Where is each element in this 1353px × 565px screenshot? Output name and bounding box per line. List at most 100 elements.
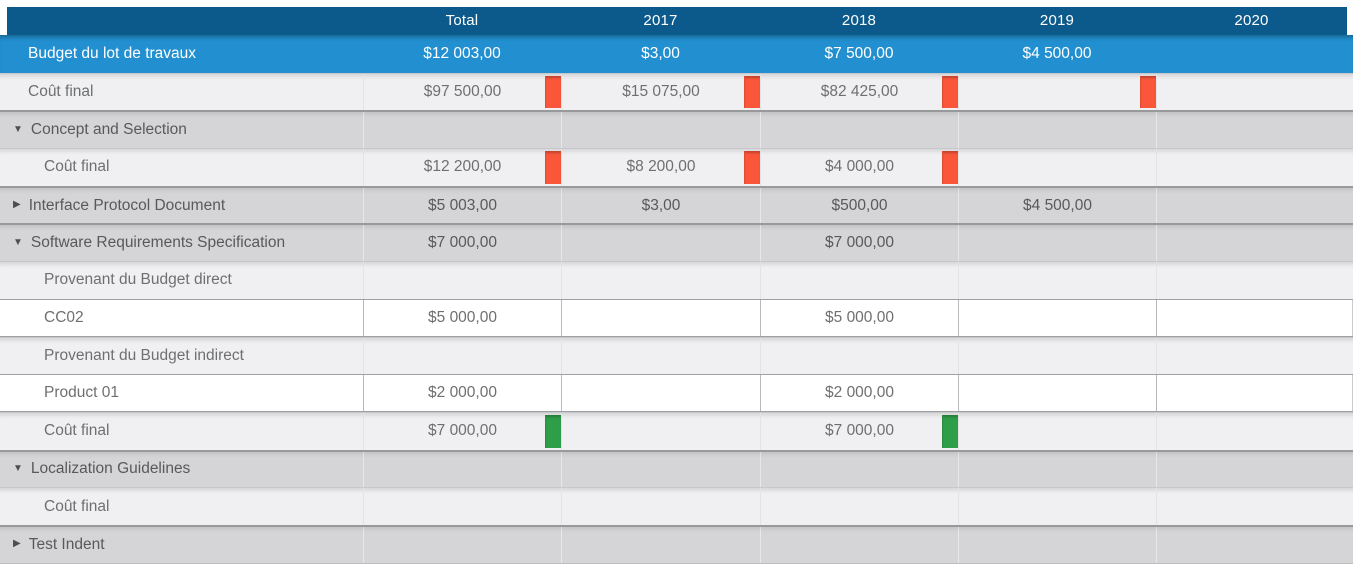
cell-2018[interactable]: $5 000,00: [760, 299, 958, 336]
cell-value: $7 500,00: [824, 44, 894, 62]
cell-value: $4 500,00: [1023, 196, 1092, 214]
cell-value: $4 000,00: [825, 158, 894, 176]
cell-total[interactable]: $5 000,00: [363, 299, 561, 336]
cell-2019[interactable]: [958, 375, 1156, 411]
cell-total: $12 003,00: [363, 35, 561, 73]
cell-value: $3,00: [641, 44, 680, 62]
triangle-right-icon[interactable]: ▶: [13, 538, 21, 550]
row-label: Provenant du Budget indirect: [44, 346, 244, 364]
cell-2017: [561, 412, 760, 450]
cell-total: $7 000,00: [363, 412, 561, 450]
cell-2017: $8 200,00: [561, 149, 760, 186]
row-cout-final: Coût final: [0, 487, 1353, 525]
group-row-concept-and-selection[interactable]: ▼ Concept and Selection: [0, 110, 1353, 149]
row-label-cell: Product 01: [0, 375, 363, 411]
cell-2018: [760, 262, 958, 299]
triangle-down-icon[interactable]: ▼: [13, 236, 23, 248]
cell-2018: $7 000,00: [760, 225, 958, 262]
row-label-cell[interactable]: ▶ Interface Protocol Document: [0, 188, 363, 224]
cell-2019: [958, 488, 1156, 525]
year-column-header-2020: 2020: [1234, 12, 1269, 29]
table-body: Budget du lot de travaux $12 003,00 $3,00 $…: [0, 35, 1353, 564]
cell-2017: [561, 451, 760, 488]
row-label-cell: Provenant du Budget indirect: [0, 338, 363, 375]
cell-2017[interactable]: [561, 375, 760, 411]
cell-2020: [1156, 412, 1353, 450]
row-label: Product 01: [44, 384, 119, 402]
budget-status-bar: [545, 414, 561, 448]
cell-value: $7 000,00: [825, 234, 894, 252]
budget-status-bar: [942, 151, 958, 184]
cell-2020[interactable]: [1156, 299, 1353, 336]
table-header: Total 2017 2018 2019 2020: [7, 7, 1347, 35]
cell-2019[interactable]: [958, 299, 1156, 336]
cell-2018[interactable]: $2 000,00: [760, 375, 958, 411]
row-label-cell: Coût final: [0, 488, 363, 525]
cell-2019: [958, 337, 1156, 375]
cell-2020[interactable]: [1156, 375, 1353, 411]
group-row-test-indent[interactable]: ▶ Test Indent: [0, 524, 1353, 563]
row-label-cell[interactable]: ▼ Concept and Selection: [0, 112, 363, 148]
row-label-cell: Coût final: [0, 74, 363, 111]
row-label-cell[interactable]: ▼ Localization Guidelines: [0, 452, 363, 488]
year-column-header-total: Total: [445, 12, 479, 29]
cell-2019: $4 500,00: [958, 187, 1156, 224]
cell-2017: [561, 262, 760, 299]
row-provenant-du-budget-indirect: Provenant du Budget indirect: [0, 336, 1353, 375]
row-label: CC02: [44, 308, 84, 326]
row-label: Provenant du Budget direct: [44, 271, 232, 289]
cell-value: $12 003,00: [423, 44, 501, 62]
row-label-cell[interactable]: ▶ Test Indent: [0, 527, 363, 563]
cell-total: [363, 451, 561, 488]
group-row-localization-guidelines[interactable]: ▼ Localization Guidelines: [0, 449, 1353, 488]
group-row-software-requirements-specification[interactable]: ▼ Software Requirements Specification $7 0…: [0, 223, 1353, 262]
cell-value: $5 000,00: [428, 308, 497, 326]
row-label-cell: Coût final: [0, 149, 363, 186]
triangle-right-icon[interactable]: ▶: [13, 199, 21, 211]
cell-2017: [561, 526, 760, 563]
cell-2020: [1156, 187, 1353, 224]
cell-2018: [760, 337, 958, 375]
cell-2018: [760, 112, 958, 149]
budget-status-bar: [744, 151, 760, 184]
cell-2018: $7 000,00: [760, 412, 958, 450]
triangle-down-icon[interactable]: ▼: [13, 123, 23, 135]
row-provenant-du-budget-direct: Provenant du Budget direct: [0, 261, 1353, 299]
cell-2017: $3,00: [561, 187, 760, 224]
cell-total: [363, 337, 561, 375]
cell-total[interactable]: $2 000,00: [363, 375, 561, 411]
cell-total: [363, 112, 561, 149]
year-column-header-2019: 2019: [1039, 12, 1075, 29]
header-spacer: [7, 7, 363, 35]
cell-2020: [1156, 451, 1353, 488]
cell-2019: [958, 262, 1156, 299]
triangle-down-icon[interactable]: ▼: [13, 462, 23, 474]
row-label: Coût final: [44, 497, 110, 515]
row-label: Localization Guidelines: [30, 460, 191, 478]
cell-value: $97 500,00: [423, 83, 502, 101]
cell-value: $2 000,00: [825, 384, 894, 402]
cell-value: $5 000,00: [825, 308, 894, 326]
group-row-interface-protocol-document[interactable]: ▶ Interface Protocol Document $5 003,00 $3,…: [0, 185, 1353, 224]
row-label-cell: CC02: [0, 300, 363, 336]
cell-value: $4 500,00: [1022, 44, 1092, 62]
cell-total: $12 200,00: [363, 149, 561, 186]
cell-2018: [760, 488, 958, 525]
cell-value: $8 200,00: [626, 158, 696, 176]
row-label-cell: Budget du lot de travaux: [0, 35, 363, 73]
cell-2019: [958, 526, 1156, 563]
row-label-cell[interactable]: ▼ Software Requirements Specification: [0, 225, 363, 261]
year-column-header-2018: 2018: [841, 12, 877, 29]
cell-2018: [760, 451, 958, 488]
cell-value: $15 075,00: [622, 83, 700, 101]
cell-value: $12 200,00: [423, 158, 502, 176]
cell-2018: [760, 526, 958, 563]
row-cout-final: Coût final $12 200,00 $8 200,00 $4 000,00: [0, 148, 1353, 186]
row-budget-du-lot-de-travaux: Budget du lot de travaux $12 003,00 $3,00 $…: [0, 35, 1353, 73]
cell-2019: [958, 412, 1156, 450]
cell-2017: [561, 112, 760, 149]
year-column-header-2017: 2017: [643, 12, 678, 29]
cell-value: $2 000,00: [428, 384, 497, 402]
cell-2020: [1156, 526, 1353, 563]
cell-2017[interactable]: [561, 299, 760, 336]
